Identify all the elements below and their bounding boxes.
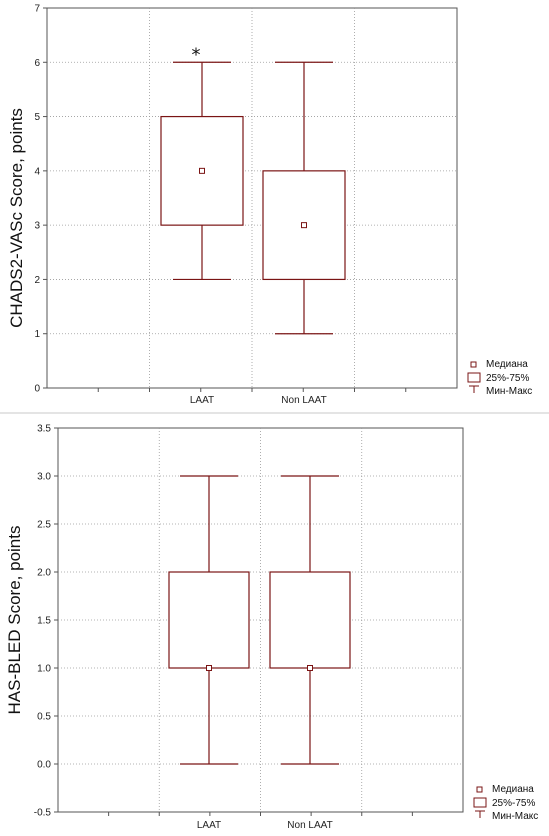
legend-range-label: Мин-Макс xyxy=(486,386,532,397)
median-marker xyxy=(301,222,307,229)
y-tick-label: 2.0 xyxy=(37,568,51,579)
box-laat xyxy=(168,475,250,765)
y-tick-label: 1.0 xyxy=(37,664,51,675)
y-tick-label: 7 xyxy=(34,4,40,15)
median-marker xyxy=(206,665,212,671)
chart-panel-1: 0 1 2 3 4 5 6 7 CHADS2-VASc Score, points LAAT Non… xyxy=(7,4,532,407)
box-non-laat xyxy=(269,475,351,765)
x-category-label: LAAT xyxy=(190,395,214,406)
legend: Медиана 25%-75% Мин-Макс xyxy=(467,359,532,397)
legend-range-label: Мин-Макс xyxy=(492,811,538,822)
x-category-label: Non LAAT xyxy=(281,395,326,406)
y-tick-label: 3.0 xyxy=(37,472,51,483)
y-axis-label: HAS-BLED Score, points xyxy=(5,526,24,715)
y-tick-label: 4 xyxy=(34,166,40,177)
y-tick-label: 3.5 xyxy=(37,424,51,435)
legend: Медиана 25%-75% Мин-Макс xyxy=(473,784,538,822)
y-axis-label: CHADS2-VASc Score, points xyxy=(7,108,26,328)
significance-annotation: * xyxy=(192,44,201,65)
y-tick-label: 0.0 xyxy=(37,760,51,771)
y-tick-label: 3 xyxy=(34,221,40,232)
legend-median-label: Медиана xyxy=(492,784,534,795)
legend-iqr-swatch xyxy=(473,797,487,808)
iqr-box xyxy=(269,571,351,669)
iqr-box xyxy=(168,571,250,669)
y-tick-label: 0.5 xyxy=(37,712,51,723)
y-tick-label: 1.5 xyxy=(37,616,51,627)
median-marker xyxy=(199,167,205,174)
legend-median-label: Медиана xyxy=(486,359,528,370)
legend-iqr-label: 25%-75% xyxy=(492,798,535,809)
y-tick-label: 6 xyxy=(34,58,40,69)
legend-iqr-swatch xyxy=(467,372,481,383)
legend-iqr-label: 25%-75% xyxy=(486,373,529,384)
box-laat xyxy=(160,61,244,281)
y-tick-label: 2.5 xyxy=(37,520,51,531)
y-tick-label: -0.5 xyxy=(34,808,52,819)
legend-median-swatch xyxy=(470,361,477,368)
box-non-laat xyxy=(262,61,346,335)
legend-median-swatch xyxy=(476,786,483,793)
iqr-box xyxy=(262,170,346,281)
median-marker xyxy=(307,665,313,671)
y-tick-label: 5 xyxy=(34,112,40,123)
y-tick-label: 2 xyxy=(34,275,40,286)
x-category-label: Non LAAT xyxy=(287,820,332,831)
x-category-label: LAAT xyxy=(197,820,221,831)
y-tick-label: 1 xyxy=(34,329,40,340)
chart-panel-2: -0.5 0.0 0.5 1.0 1.5 2.0 2.5 3.0 3.5 HAS-BLED Sco… xyxy=(5,424,538,832)
y-tick-label: 0 xyxy=(34,384,40,395)
